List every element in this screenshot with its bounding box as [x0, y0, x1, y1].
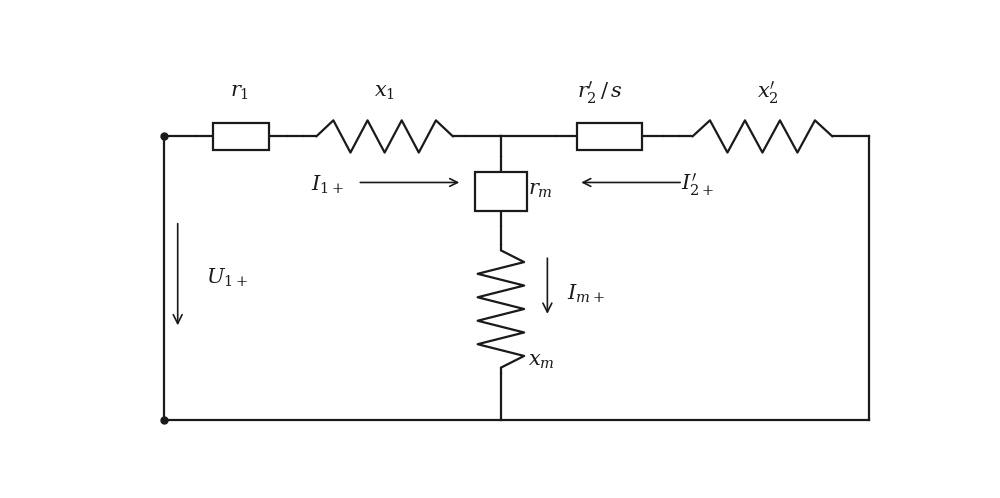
Bar: [577, 123, 642, 150]
Bar: [213, 123, 269, 150]
Text: $I_{m+}$: $I_{m+}$: [567, 282, 605, 305]
Text: $I_{2+}^{\prime}$: $I_{2+}^{\prime}$: [681, 171, 714, 198]
Bar: [475, 172, 527, 211]
Text: $x_2^{\prime}$: $x_2^{\prime}$: [757, 79, 779, 106]
Text: $r_2^{\prime}\,/\,s$: $r_2^{\prime}\,/\,s$: [577, 79, 622, 106]
Text: $x_m$: $x_m$: [528, 351, 555, 371]
Text: $U_{1+}$: $U_{1+}$: [206, 267, 249, 289]
Text: $I_{1+}$: $I_{1+}$: [311, 173, 344, 196]
Text: $r_m$: $r_m$: [528, 180, 553, 200]
Text: $r_1$: $r_1$: [230, 82, 249, 103]
Text: $x_1$: $x_1$: [374, 82, 395, 103]
